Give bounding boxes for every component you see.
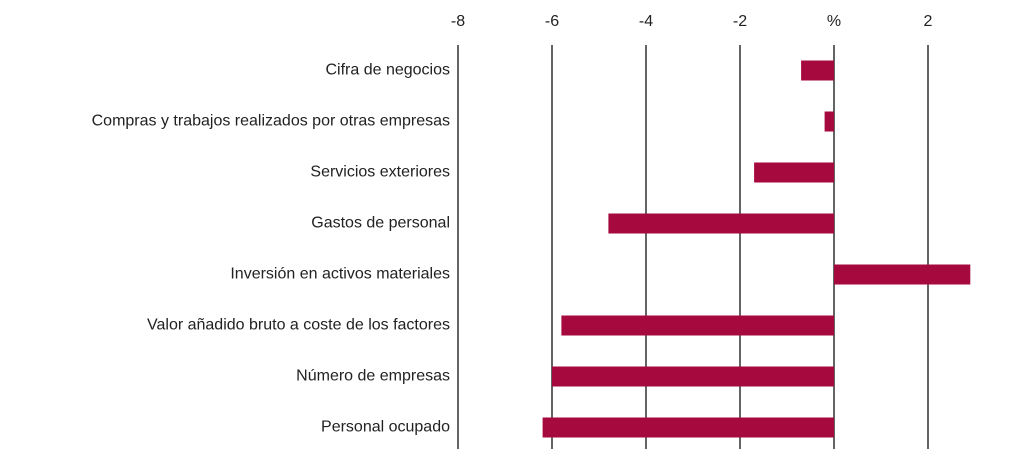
bar [834, 264, 971, 285]
y-tick-label: Cifra de negocios [325, 62, 450, 79]
bar [561, 315, 834, 336]
bar [542, 417, 834, 438]
y-tick-label: Servicios exteriores [310, 164, 450, 181]
x-tick-label: 2 [924, 13, 933, 30]
y-tick-label: Compras y trabajos realizados por otras … [92, 113, 450, 130]
x-tick-label: -8 [451, 13, 465, 30]
y-tick-label: Inversión en activos materiales [230, 266, 450, 283]
bar [608, 213, 834, 234]
bar [801, 60, 834, 81]
x-tick-label: -2 [733, 13, 747, 30]
x-tick-label: % [827, 13, 841, 30]
y-tick-label: Gastos de personal [311, 215, 450, 232]
y-tick-label: Valor añadido bruto a coste de los facto… [147, 317, 450, 334]
y-tick-label: Personal ocupado [321, 419, 450, 436]
x-tick-label: -4 [639, 13, 653, 30]
bar [552, 366, 834, 387]
bar [754, 162, 834, 183]
bar [824, 111, 834, 132]
x-tick-label: -6 [545, 13, 559, 30]
y-tick-label: Número de empresas [296, 368, 450, 385]
